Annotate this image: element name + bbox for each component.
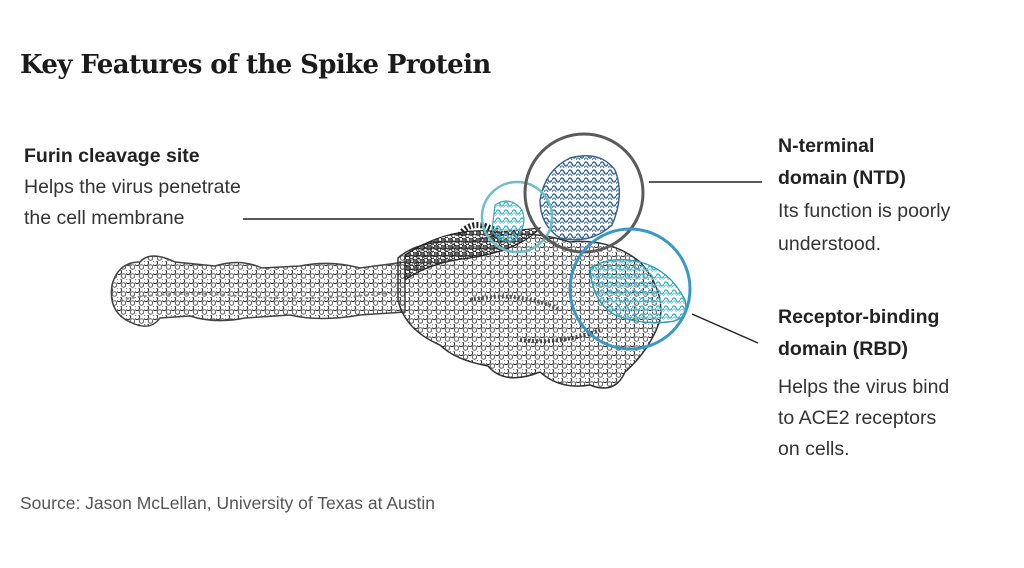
rbd-label: Receptor-binding domain (RBD) Helps the … (778, 301, 949, 465)
furin-highlight-circle (480, 180, 554, 254)
spike-stalk (110, 255, 406, 327)
ntd-heading-line-2: domain (NTD) (778, 167, 906, 189)
furin-description-line-2: the cell membrane (24, 207, 185, 229)
source-credit: Source: Jason McLellan, University of Te… (20, 493, 436, 513)
rbd-description-line-3: on cells. (778, 438, 850, 460)
rbd-description-line-2: to ACE2 receptors (778, 407, 937, 429)
furin-label: Furin cleavage site Helps the virus pene… (24, 140, 241, 234)
rbd-heading-line-2: domain (RBD) (778, 338, 908, 360)
furin-description-line-1: Helps the virus penetrate (24, 176, 241, 198)
ntd-description-line-2: understood. (778, 233, 881, 255)
rbd-highlight-circle (568, 227, 692, 351)
ntd-label: N-terminal domain (NTD) Its function is … (778, 130, 950, 260)
furin-site-structure (491, 200, 525, 242)
diagram-title: Key Features of the Spike Protein (20, 50, 491, 80)
rbd-leader-line (691, 313, 759, 344)
ntd-structure (539, 155, 620, 241)
rbd-heading-line-1: Receptor-binding (778, 306, 940, 328)
rbd-description-line-1: Helps the virus bind (778, 376, 950, 398)
ntd-description-line-1: Its function is poorly (778, 200, 951, 222)
furin-heading: Furin cleavage site (24, 145, 200, 167)
ntd-heading-line-1: N-terminal (778, 135, 875, 157)
